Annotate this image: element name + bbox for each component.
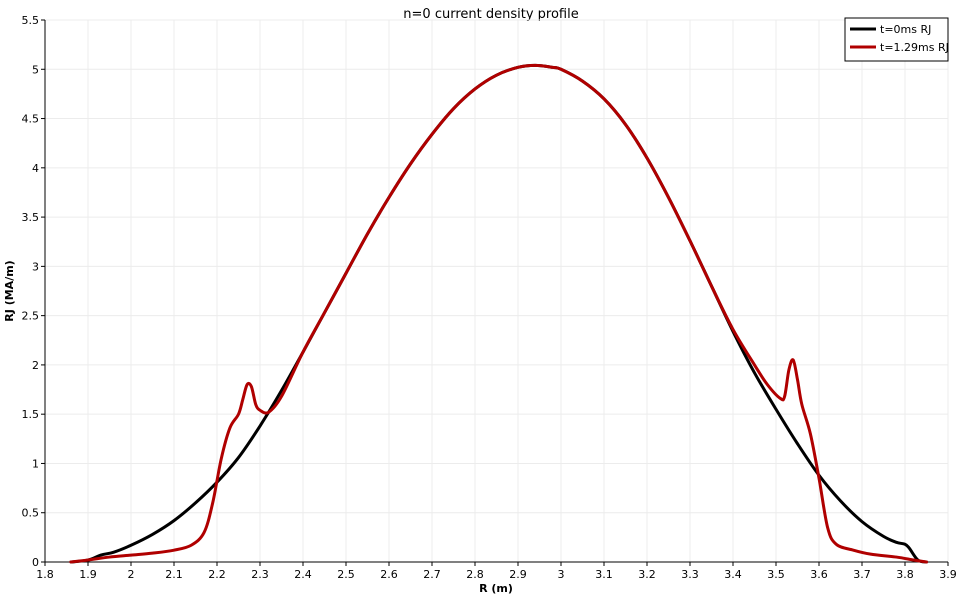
- x-tick-label: 2.9: [509, 568, 527, 581]
- y-tick-label: 4: [32, 162, 39, 175]
- legend: t=0ms RJ t=1.29ms RJ: [844, 17, 949, 62]
- x-tick-label: 3.9: [939, 568, 957, 581]
- legend-label-t0: t=0ms RJ: [880, 23, 931, 36]
- y-tick-label: 3.5: [22, 211, 40, 224]
- x-tick-label: 2.3: [251, 568, 269, 581]
- y-tick-label: 0.5: [22, 507, 40, 520]
- x-tick-label: 2.1: [165, 568, 183, 581]
- x-tick-label: 3.6: [810, 568, 828, 581]
- series-lines: [69, 63, 928, 564]
- x-tick-label: 3.5: [767, 568, 785, 581]
- x-tick-label: 2.7: [423, 568, 441, 581]
- x-tick-label: 2.6: [380, 568, 398, 581]
- x-tick-label: 3.4: [724, 568, 742, 581]
- y-tick-label: 5.5: [22, 14, 40, 27]
- x-tick-label: 2.8: [466, 568, 484, 581]
- chart-title: n=0 current density profile: [403, 7, 578, 22]
- x-tick-label: 3.7: [853, 568, 871, 581]
- y-tick-label: 1.5: [22, 408, 40, 421]
- legend-label-t129: t=1.29ms RJ: [880, 41, 949, 54]
- x-tick-label: 2.5: [337, 568, 355, 581]
- y-tick-label: 5: [32, 63, 39, 76]
- y-tick-label: 0: [32, 556, 39, 569]
- x-tick-label: 3.1: [595, 568, 613, 581]
- y-tick-label: 4.5: [22, 113, 40, 126]
- y-axis-label: RJ (MA/m): [3, 260, 16, 321]
- x-tick-label: 1.8: [36, 568, 54, 581]
- y-tick-label: 1: [32, 457, 39, 470]
- x-tick-label: 3.8: [896, 568, 914, 581]
- y-tick-label: 2.5: [22, 310, 40, 323]
- x-tick-label: 3.2: [638, 568, 656, 581]
- series-line-t129: [69, 63, 928, 564]
- y-tick-label: 2: [32, 359, 39, 372]
- x-axis-label: R (m): [479, 582, 513, 595]
- tick-labels: 1.8 1.9 2 2.1 2.2 2.3 2.4 2.5 2.6 2.7 2.8 2.9 3 3.1 3.…: [22, 14, 957, 581]
- legend-box: [844, 17, 949, 62]
- x-tick-label: 2.2: [208, 568, 226, 581]
- x-tick-label: 2.4: [294, 568, 312, 581]
- series-line-t0: [69, 63, 928, 564]
- grid: [44, 19, 949, 563]
- x-tick-label: 1.9: [79, 568, 97, 581]
- axes: [44, 20, 948, 563]
- x-tick-label: 3.3: [681, 568, 699, 581]
- x-tick-label: 2: [128, 568, 135, 581]
- y-tick-label: 3: [32, 260, 39, 273]
- x-tick-label: 3: [558, 568, 565, 581]
